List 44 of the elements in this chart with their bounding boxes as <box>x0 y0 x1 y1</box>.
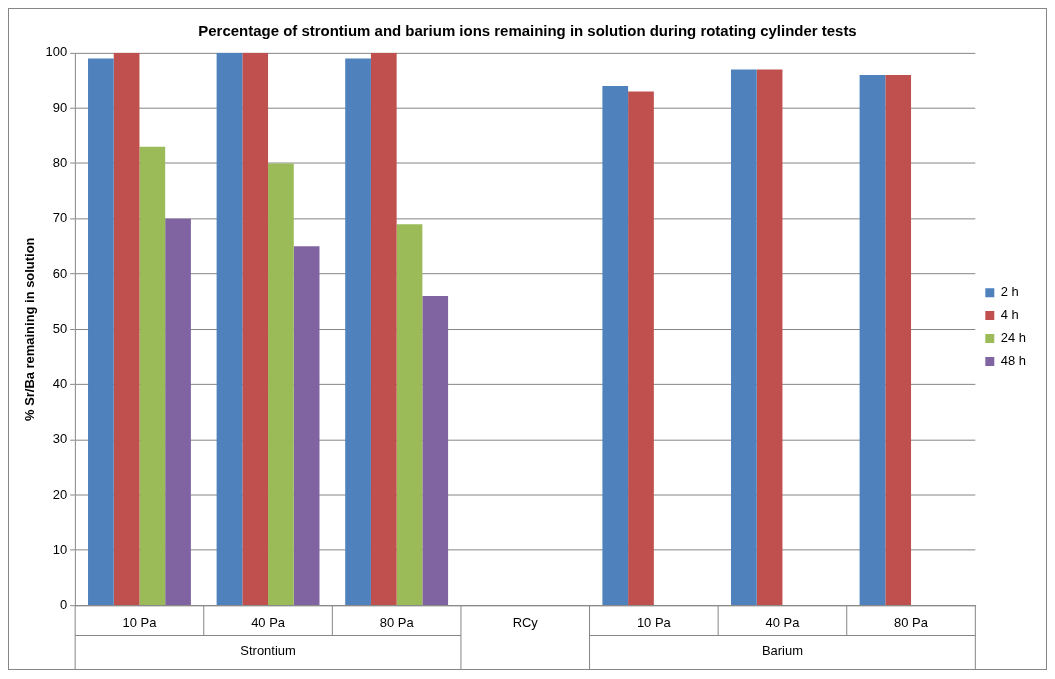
y-tick-label: 10 <box>52 541 68 557</box>
bar <box>859 74 886 606</box>
x-tick-label: 40 Pa <box>251 614 286 630</box>
legend-label: 4 h <box>1000 307 1019 323</box>
bar <box>731 69 757 606</box>
legend-label: 2 h <box>1000 284 1019 300</box>
y-tick-label: 30 <box>52 431 68 447</box>
y-tick-label: 80 <box>52 154 68 170</box>
y-tick-label: 40 <box>52 376 68 392</box>
y-tick-label: 60 <box>52 265 68 281</box>
x-tick-label: 80 Pa <box>894 614 929 630</box>
y-tick-label: 90 <box>52 99 68 115</box>
bar <box>370 52 397 606</box>
y-tick-label: 20 <box>52 486 68 502</box>
bar <box>628 91 654 606</box>
text: Barium <box>761 643 803 659</box>
bar <box>268 163 294 606</box>
bar <box>242 52 269 606</box>
bar <box>885 74 912 606</box>
legend-label: 48 h <box>1000 353 1027 368</box>
bar <box>165 218 191 606</box>
y-tick-label: 0 <box>59 597 68 613</box>
bar <box>113 52 140 606</box>
bar <box>88 58 114 606</box>
bar <box>602 86 629 606</box>
y-tick-label: 70 <box>52 210 68 226</box>
bar <box>396 224 423 606</box>
y-axis-title: % Sr/Ba remaining in solution <box>22 237 38 421</box>
bar <box>345 58 371 606</box>
text: Strontium <box>240 643 296 659</box>
bar <box>293 246 320 606</box>
legend-label: 24 h <box>1000 330 1027 346</box>
x-tick-label: RCy <box>512 614 539 630</box>
x-tick-label: 40 Pa <box>765 614 801 630</box>
x-tick-label: 10 Pa <box>122 614 158 630</box>
x-tick-label: 10 Pa <box>636 614 672 630</box>
bar <box>139 146 166 606</box>
y-tick-label: 100 <box>45 44 68 60</box>
y-tick-label: 50 <box>52 320 68 336</box>
bar <box>422 296 449 606</box>
chart-title: Percentage of strontium and barium ions remaining in solution during rotating cylinder tests <box>198 22 857 40</box>
x-tick-label: 80 Pa <box>379 614 415 630</box>
bar <box>756 69 783 606</box>
bar <box>216 52 243 606</box>
